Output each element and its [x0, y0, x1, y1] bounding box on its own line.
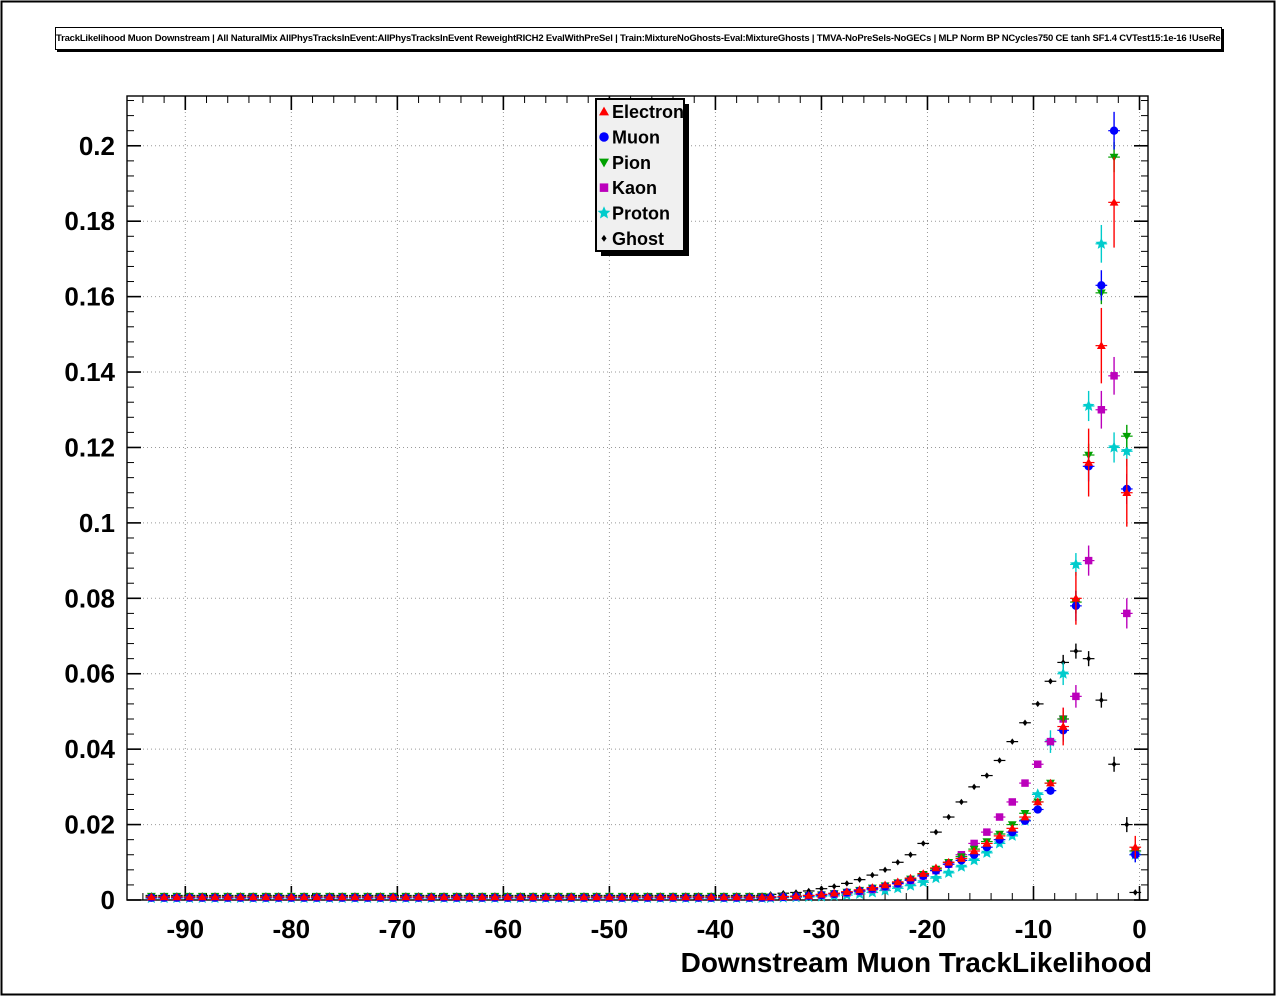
legend-entry-electron: Electron: [599, 102, 684, 122]
legend: Electron Muon Pion Kaon Proton Ghost: [595, 98, 689, 256]
x-axis-title: Downstream Muon TrackLikelihood: [681, 947, 1152, 978]
svg-text:0.18: 0.18: [64, 206, 115, 236]
svg-text:-20: -20: [909, 914, 947, 944]
svg-text:-40: -40: [697, 914, 735, 944]
legend-label: Proton: [612, 204, 670, 224]
svg-text:0: 0: [1132, 914, 1146, 944]
svg-text:-50: -50: [591, 914, 629, 944]
legend-label: Kaon: [612, 178, 657, 198]
svg-text:0.04: 0.04: [64, 734, 115, 764]
series-electron: [145, 157, 1142, 901]
legend-label: Pion: [612, 153, 651, 173]
svg-text:0.16: 0.16: [64, 282, 115, 312]
svg-text:0.08: 0.08: [64, 583, 115, 613]
svg-text:0.12: 0.12: [64, 432, 115, 462]
legend-label: Ghost: [612, 229, 664, 249]
svg-text:0.2: 0.2: [79, 131, 115, 161]
svg-text:0: 0: [101, 885, 115, 915]
legend-entry-ghost: Ghost: [601, 229, 664, 249]
svg-text:-60: -60: [485, 914, 523, 944]
legend-entry-muon: Muon: [599, 128, 660, 148]
legend-entry-kaon: Kaon: [599, 178, 657, 198]
svg-text:-10: -10: [1015, 914, 1053, 944]
svg-text:-30: -30: [803, 914, 841, 944]
legend-label: Muon: [612, 128, 660, 148]
legend-entry-proton: Proton: [597, 204, 670, 224]
legend-box: [595, 98, 685, 252]
plot-title: TrackLikelihood Muon Downstream | All Na…: [55, 27, 1222, 50]
svg-text:0.14: 0.14: [64, 357, 115, 387]
x-axis: -90 -80 -70 -60 -50 -40 -30 -20 -10 0: [142, 96, 1147, 944]
legend-label: Electron: [612, 102, 684, 122]
legend-entry-pion: Pion: [599, 153, 651, 173]
svg-text:0.06: 0.06: [64, 659, 115, 689]
y-axis: 0 0.02 0.04 0.06 0.08 0.1 0.12 0.14 0.16 0.18 0.2: [64, 100, 1148, 915]
svg-text:-80: -80: [273, 914, 311, 944]
svg-text:0.02: 0.02: [64, 810, 115, 840]
svg-text:-90: -90: [167, 914, 205, 944]
svg-text:-70: -70: [379, 914, 417, 944]
svg-text:0.1: 0.1: [79, 508, 115, 538]
